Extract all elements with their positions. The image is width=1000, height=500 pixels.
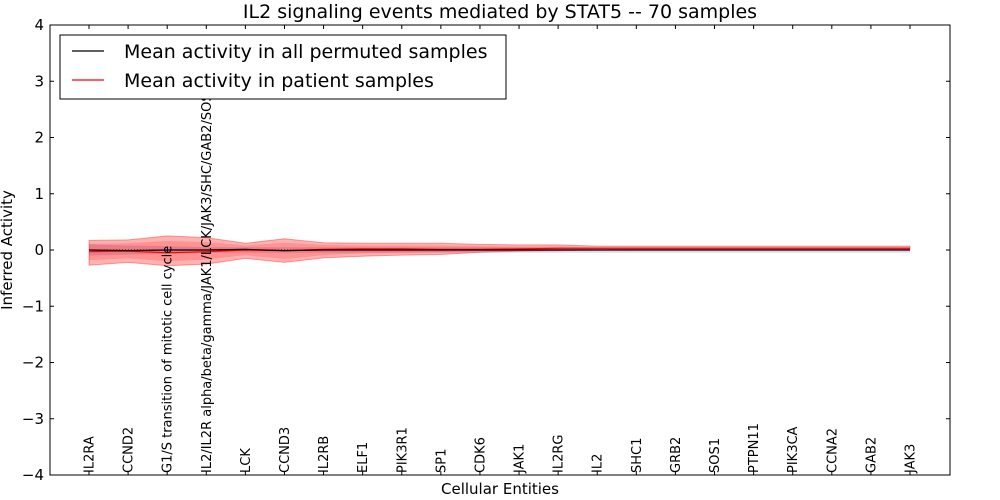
x-category-label: G1/S transition of mitotic cell cycle (161, 246, 176, 473)
x-category-label: IL2 (591, 454, 606, 473)
x-category-label: ELF1 (356, 442, 371, 473)
x-category-label: GAB2 (864, 437, 879, 473)
y-tick-label: −2 (22, 354, 44, 372)
y-axis-title: Inferred Activity (0, 190, 16, 310)
x-category-label: GRB2 (669, 437, 684, 473)
permuted-line (88, 248, 910, 252)
x-category-label: CCNA2 (825, 428, 840, 473)
legend: Mean activity in all permuted samples Me… (59, 34, 507, 100)
y-tick-label: 2 (34, 129, 44, 147)
x-category-label: PIK3CA (786, 426, 801, 473)
y-tick-label: 0 (34, 241, 44, 259)
x-axis-title: Cellular Entities (441, 480, 559, 498)
x-category-label: CCND3 (278, 427, 293, 473)
y-tick-label: −1 (22, 297, 44, 315)
y-tick-label: −3 (22, 410, 44, 428)
x-category-label: LCK (239, 448, 254, 473)
x-category-label: SOS1 (708, 438, 723, 473)
chart-title: IL2 signaling events mediated by STAT5 -… (243, 1, 757, 23)
legend-box (59, 34, 507, 100)
x-category-label: PTPN11 (747, 423, 762, 473)
x-category-label: SHC1 (630, 438, 645, 473)
x-category-label: CDK6 (474, 437, 489, 473)
x-category-label: IL2/IL2R alpha/beta/gamma/JAK1/LCK/JAK3/… (200, 54, 215, 473)
x-category-label: IL2RG (552, 435, 567, 473)
plot-area: −4 −3 −2 −1 0 1 2 3 4 IL2RA CCND2 G1/S transition o… (22, 16, 951, 484)
x-category-label: JAK3 (904, 444, 919, 474)
x-category-label: SP1 (434, 449, 449, 473)
y-tick-label: 1 (34, 185, 44, 203)
y-tick-label: 4 (34, 16, 44, 34)
legend-label-patient: Mean activity in patient samples (124, 70, 434, 92)
y-tick-label: 3 (34, 72, 44, 90)
patient-band-inner (89, 241, 910, 262)
y-tick-label: −4 (22, 466, 44, 484)
x-category-label: JAK1 (513, 444, 528, 474)
legend-label-permuted: Mean activity in all permuted samples (124, 41, 487, 63)
patient-line (88, 247, 910, 254)
x-category-label: IL2RA (83, 436, 98, 473)
x-category-label: IL2RB (317, 436, 332, 473)
x-category-label: PIK3R1 (395, 427, 410, 473)
x-category-label: CCND2 (122, 427, 137, 473)
